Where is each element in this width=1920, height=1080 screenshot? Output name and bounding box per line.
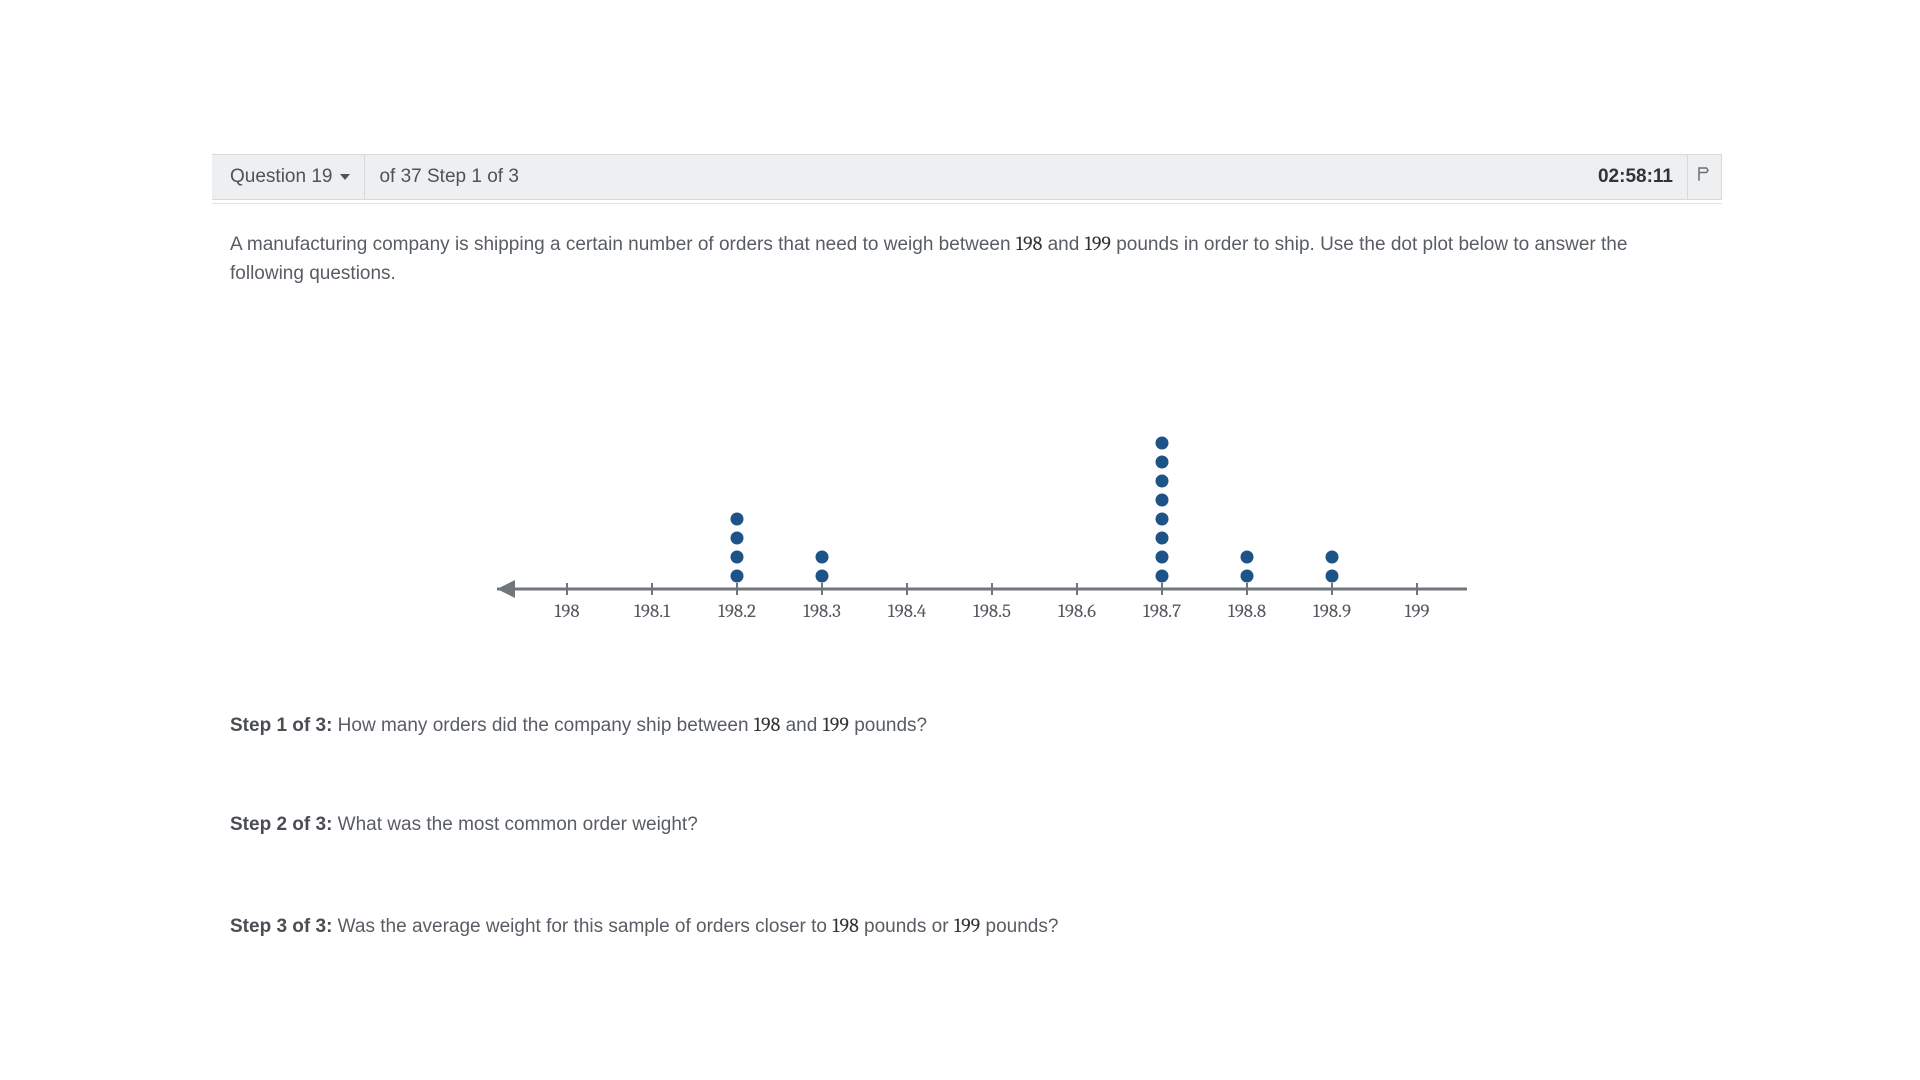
flag-icon [1696, 165, 1714, 189]
step-3-pre: Was the average weight for this sample o… [332, 916, 832, 937]
header-step-text: of 37 Step 1 of 3 [365, 166, 518, 188]
step-1-n2: 199 [823, 713, 849, 736]
question-header: Question 19 of 37 Step 1 of 3 02:58:11 [212, 154, 1722, 200]
intro-mid: and [1042, 234, 1084, 255]
step-2: Step 2 of 3: What was the most common or… [230, 810, 1704, 839]
step-2-label: Step 2 of 3: [230, 814, 332, 835]
question-body: A manufacturing company is shipping a ce… [212, 204, 1722, 941]
svg-text:198.2: 198.2 [718, 600, 756, 622]
svg-text:198.8: 198.8 [1228, 600, 1266, 622]
question-label: Question 19 [230, 166, 332, 188]
intro-pre: A manufacturing company is shipping a ce… [230, 234, 1016, 255]
svg-text:198: 198 [554, 600, 579, 622]
svg-text:198.5: 198.5 [973, 600, 1011, 622]
intro-n1: 198 [1016, 232, 1043, 255]
step-3-label: Step 3 of 3: [230, 916, 332, 937]
chevron-down-icon [340, 174, 350, 180]
timer: 02:58:11 [1598, 155, 1673, 199]
step-3-n2: 199 [954, 914, 980, 937]
step-2-text: What was the most common order weight? [332, 814, 697, 835]
dot-plot: 198 198.1 198.2 198.3 198.4 198.5 198.6 198.7 19… [230, 399, 1704, 629]
svg-text:198.4: 198.4 [888, 600, 927, 622]
question-dropdown[interactable]: Question 19 [212, 155, 365, 199]
step-1-pre: How many orders did the company ship bet… [332, 715, 753, 736]
svg-text:198.1: 198.1 [634, 600, 671, 622]
svg-text:198.7: 198.7 [1143, 600, 1181, 622]
dot-plot-svg: 198 198.1 198.2 198.3 198.4 198.5 198.6 198.7 19… [467, 399, 1467, 629]
step-1-n1: 198 [754, 713, 781, 736]
flag-button[interactable] [1687, 155, 1721, 199]
step-3-mid: pounds or [859, 916, 954, 937]
step-1-post: pounds? [849, 715, 927, 736]
svg-text:198.6: 198.6 [1058, 600, 1096, 622]
svg-text:199: 199 [1404, 600, 1429, 622]
svg-text:198.9: 198.9 [1313, 600, 1351, 622]
svg-text:198.3: 198.3 [803, 600, 841, 622]
step-1-label: Step 1 of 3: [230, 715, 332, 736]
step-3: Step 3 of 3: Was the average weight for … [230, 910, 1704, 941]
step-3-n1: 198 [832, 914, 859, 937]
question-panel: Question 19 of 37 Step 1 of 3 02:58:11 A… [212, 154, 1722, 1011]
step-1: Step 1 of 3: How many orders did the com… [230, 709, 1704, 740]
step-3-post: pounds? [980, 916, 1058, 937]
intro-n2: 199 [1085, 232, 1111, 255]
step-1-mid: and [780, 715, 822, 736]
question-intro: A manufacturing company is shipping a ce… [230, 228, 1704, 289]
